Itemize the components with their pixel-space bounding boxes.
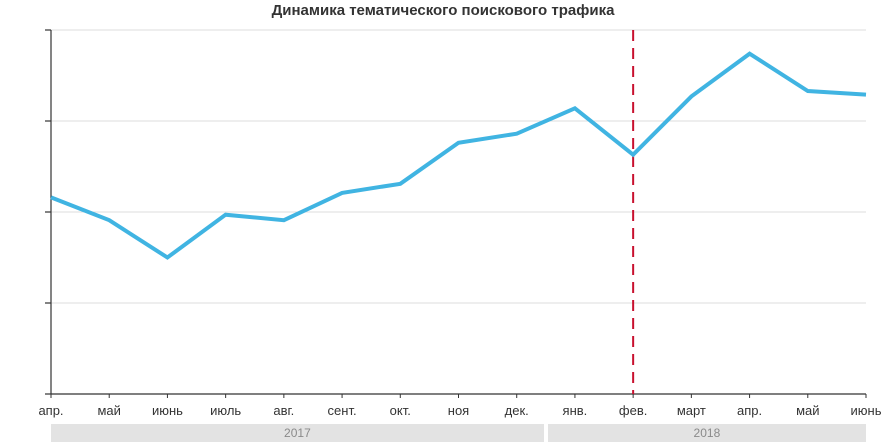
x-tick-label: апр. — [38, 403, 63, 418]
x-tick-label: авг. — [273, 403, 294, 418]
year-band: 2017 — [51, 424, 544, 442]
chart-axes — [45, 29, 867, 398]
x-tick-labels: апр. май июнь июль авг. сент. окт. ноя дек. янв. ф… — [38, 403, 881, 418]
x-tick-label: май — [97, 403, 120, 418]
x-tick-label: июнь — [851, 403, 882, 418]
series-line — [50, 51, 867, 260]
grid-lines — [51, 29, 866, 304]
x-tick-label: июль — [210, 403, 241, 418]
x-tick-label: ноя — [448, 403, 469, 418]
x-tick-label: фев. — [619, 403, 647, 418]
x-tick-label: сент. — [328, 403, 357, 418]
x-tick-label: апр. — [737, 403, 762, 418]
x-tick-label: окт. — [390, 403, 411, 418]
x-tick-label: май — [796, 403, 819, 418]
year-band: 2018 — [547, 424, 866, 442]
x-tick-label: июнь — [152, 403, 183, 418]
x-tick-label: дек. — [505, 403, 529, 418]
x-tick-label: янв. — [563, 403, 588, 418]
chart-title: Динамика тематического поискового трафик… — [271, 2, 615, 19]
series-group — [50, 51, 867, 260]
x-tick-label: март — [677, 403, 706, 418]
